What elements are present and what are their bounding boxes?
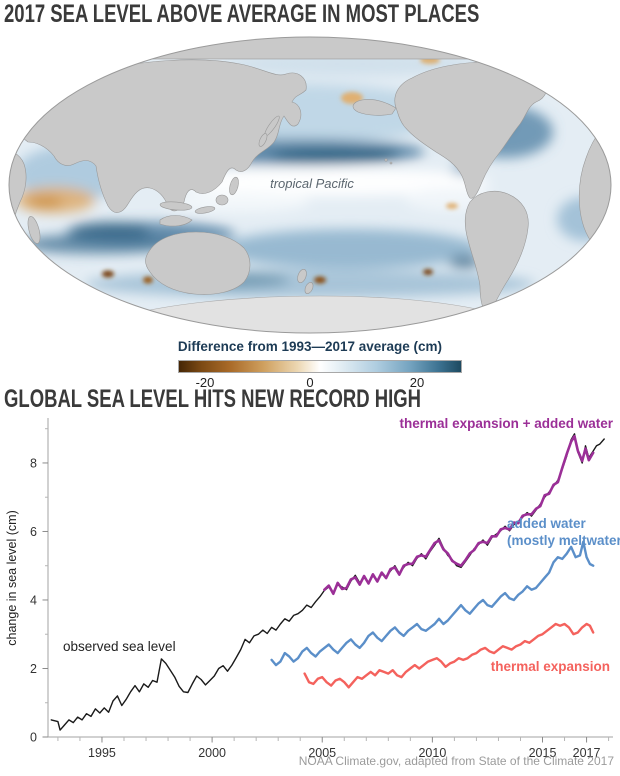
series-label-added-line2: (mostly meltwater) bbox=[507, 533, 620, 548]
series-label-sum: thermal expansion + added water bbox=[400, 416, 614, 431]
new-guinea bbox=[159, 215, 193, 227]
alaska bbox=[352, 99, 397, 116]
y-tick-label: 8 bbox=[30, 456, 37, 470]
y-tick-label: 4 bbox=[30, 593, 37, 607]
y-tick-label: 6 bbox=[30, 525, 37, 539]
colorbar-label: Difference from 1993—2017 average (cm) bbox=[177, 339, 443, 354]
series-line-observed bbox=[50, 433, 605, 731]
x-tick-label: 2017 bbox=[573, 746, 601, 760]
y-axis-title: change in sea level (cm) bbox=[5, 510, 19, 645]
series-line-sum bbox=[323, 434, 595, 596]
x-tick-label: 2005 bbox=[308, 746, 336, 760]
series-label-observed: observed sea level bbox=[63, 639, 176, 654]
map-annotation-tropical-pacific: tropical Pacific bbox=[270, 176, 354, 191]
series-line-added bbox=[270, 540, 595, 667]
japan-south bbox=[258, 133, 268, 147]
x-tick-label: 2010 bbox=[418, 746, 446, 760]
indonesia-2 bbox=[194, 206, 216, 214]
y-tick-label: 0 bbox=[30, 731, 37, 745]
colorbar-tick-zero: 0 bbox=[306, 375, 314, 390]
philippines bbox=[229, 176, 239, 196]
eurasia bbox=[20, 59, 307, 213]
map-outline bbox=[8, 36, 612, 334]
new-zealand-north bbox=[297, 268, 307, 284]
y-tick-label: 2 bbox=[30, 662, 37, 676]
indonesia-1 bbox=[159, 201, 193, 211]
series-label-added: added water bbox=[507, 516, 587, 531]
arctic-land bbox=[29, 37, 591, 60]
hawaii bbox=[384, 158, 388, 162]
australia bbox=[145, 231, 251, 295]
world-map-sea-level-anomaly: tropical Pacific bbox=[8, 36, 612, 334]
hawaii-2 bbox=[389, 161, 393, 165]
x-tick-label: 1995 bbox=[88, 746, 116, 760]
colorbar-tick-pos20: 20 bbox=[409, 375, 425, 390]
series-line-thermal bbox=[303, 622, 595, 689]
attribution-text: NOAA Climate.gov, adapted from State of … bbox=[298, 754, 614, 768]
chart-title: GLOBAL SEA LEVEL HITS NEW RECORD HIGH bbox=[4, 385, 421, 413]
madagascar bbox=[27, 216, 41, 244]
new-zealand-south bbox=[304, 282, 314, 294]
greenland bbox=[545, 61, 580, 91]
colorbar-gradient bbox=[178, 360, 462, 373]
colorbar-tick-neg20: -20 bbox=[195, 375, 215, 390]
europe-africa-left-edge bbox=[9, 92, 24, 145]
south-america bbox=[464, 190, 529, 317]
borneo bbox=[215, 194, 229, 206]
sea-level-line-chart: 0 2 4 6 8 1995 2000 2005 2010 2015 2017 change in s… bbox=[5, 416, 620, 760]
map-title: 2017 SEA LEVEL ABOVE AVERAGE IN MOST PLA… bbox=[4, 0, 480, 28]
series-label-thermal: thermal expansion bbox=[491, 659, 610, 674]
x-tick-label: 2015 bbox=[529, 746, 557, 760]
x-tick-label: 2000 bbox=[198, 746, 226, 760]
